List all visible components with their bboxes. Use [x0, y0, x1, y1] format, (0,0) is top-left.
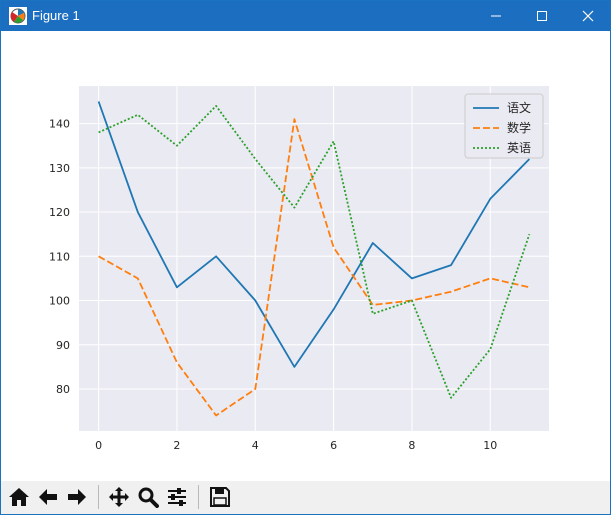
pan-button[interactable] — [106, 484, 132, 510]
y-tick-label: 120 — [49, 206, 70, 219]
y-tick-label: 130 — [49, 162, 70, 175]
x-tick-label: 0 — [95, 439, 102, 452]
legend-box — [464, 93, 544, 159]
home-icon — [9, 488, 29, 506]
series-line-0 — [97, 101, 531, 368]
forward-arrow-icon — [68, 489, 86, 505]
navigation-toolbar — [1, 481, 610, 514]
toolbar-separator — [98, 485, 99, 509]
close-button[interactable] — [565, 1, 611, 31]
back-arrow-icon — [39, 489, 57, 505]
close-icon — [582, 10, 594, 22]
save-floppy-icon — [210, 487, 230, 507]
series-line-2 — [98, 105, 531, 399]
x-tick-label: 2 — [173, 439, 180, 452]
minimize-button[interactable] — [473, 1, 519, 31]
maximize-button[interactable] — [519, 1, 565, 31]
save-button[interactable] — [207, 484, 233, 510]
y-tick-label: 80 — [56, 383, 70, 396]
title-bar[interactable]: Figure 1 — [1, 1, 610, 31]
forward-button[interactable] — [64, 484, 90, 510]
legend-label: 数学 — [507, 120, 531, 135]
matplotlib-app-icon — [9, 7, 27, 25]
x-tick-label: 6 — [330, 439, 337, 452]
subplots-sliders-icon — [168, 488, 186, 506]
series-line-1 — [98, 118, 530, 417]
y-tick-label: 90 — [56, 339, 70, 352]
y-tick-label: 110 — [49, 250, 70, 263]
subplots-button[interactable] — [164, 484, 190, 510]
toolbar-separator — [198, 485, 199, 509]
minimize-icon — [491, 15, 501, 17]
window-title: Figure 1 — [32, 8, 80, 23]
x-tick-label: 10 — [483, 439, 497, 452]
y-tick-label: 100 — [49, 295, 70, 308]
x-tick-label: 4 — [252, 439, 259, 452]
home-button[interactable] — [6, 484, 32, 510]
figure-canvas[interactable]: 0 2 4 6 8 10 80 90 100 110 120 130 140 语文数学英语 — [1, 31, 610, 481]
zoom-magnifier-icon — [138, 487, 159, 508]
y-tick-label: 140 — [49, 118, 70, 131]
zoom-button[interactable] — [135, 484, 161, 510]
maximize-icon — [537, 11, 547, 21]
back-button[interactable] — [35, 484, 61, 510]
pan-move-icon — [109, 487, 129, 507]
legend-label: 英语 — [507, 141, 531, 155]
x-tick-label: 8 — [408, 439, 415, 452]
legend-label: 语文 — [507, 100, 531, 115]
